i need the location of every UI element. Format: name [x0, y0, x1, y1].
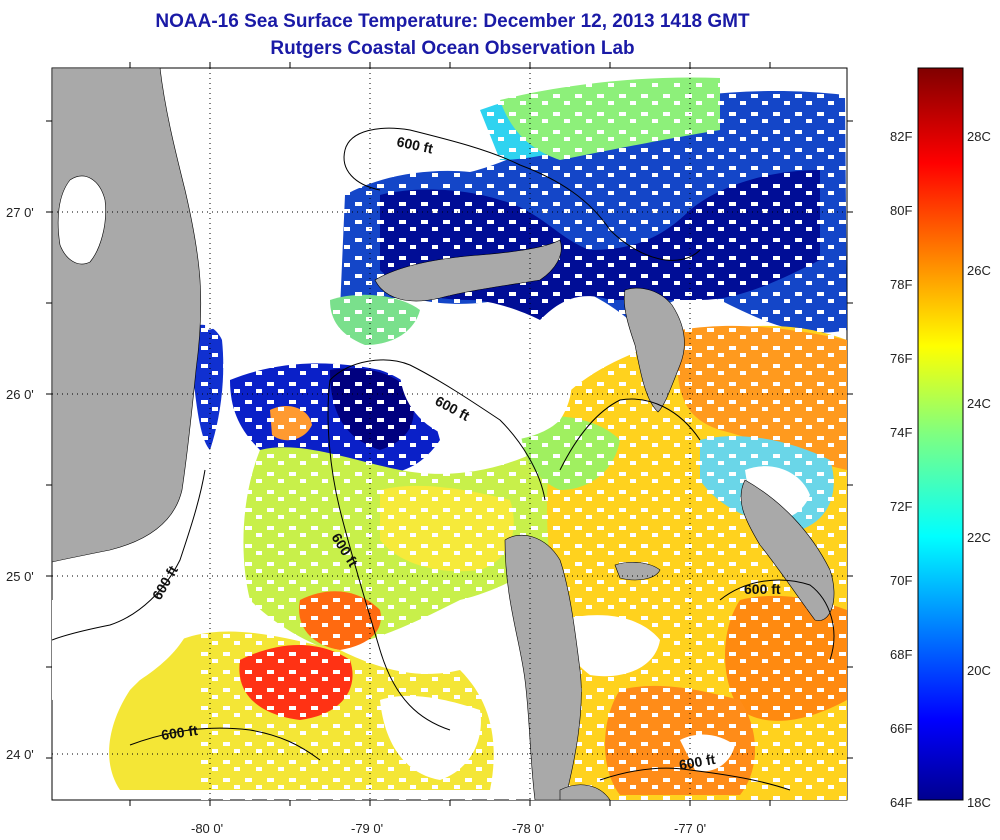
no-data-region: [400, 314, 572, 442]
contour-line: [344, 127, 701, 261]
contour-line: [329, 359, 546, 501]
contour-label: 600 ft: [678, 751, 717, 773]
axis-ticks: [46, 62, 853, 806]
contour-line: [599, 767, 791, 791]
grand-bahama-island: [374, 239, 562, 302]
bathymetry-contours: [52, 127, 835, 791]
colorbar-f-label: 68F: [890, 647, 912, 662]
contour-line: [52, 469, 206, 641]
colorbar-c-label: 20C: [967, 663, 991, 678]
abaco-island: [623, 287, 685, 413]
lake-okeechobee: [57, 175, 106, 265]
no-data-region: [205, 70, 345, 330]
land-masses: [52, 68, 835, 800]
map-subtitle: Rutgers Coastal Ocean Observation Lab: [270, 38, 635, 59]
longitude-label: -78 0': [512, 821, 544, 836]
contour-line: [129, 727, 321, 761]
no-data-region: [560, 615, 660, 677]
no-data-region: [52, 600, 200, 700]
longitude-label: -77 0': [674, 821, 706, 836]
graticule: [52, 68, 847, 800]
colorbar-f-label: 74F: [890, 425, 912, 440]
contour-line: [719, 579, 835, 661]
latitude-label: 26 0': [6, 387, 34, 402]
contour-label: 600 ft: [160, 722, 199, 743]
contour-line: [327, 379, 451, 731]
colorbar-c-label: 24C: [967, 396, 991, 411]
contour-label: 600 ft: [395, 133, 434, 156]
colorbar-f-label: 82F: [890, 129, 912, 144]
colorbar-f-label: 70F: [890, 573, 912, 588]
colorbar-f-label: 80F: [890, 203, 912, 218]
longitude-label: -80 0': [191, 821, 223, 836]
new-providence-island: [614, 561, 661, 581]
contour-label: 600 ft: [744, 581, 781, 597]
andros-island: [504, 534, 582, 800]
colorbar-f-label: 66F: [890, 721, 912, 736]
colorbar-f-label: 76F: [890, 351, 912, 366]
colorbar-f-label: 78F: [890, 277, 912, 292]
latitude-label: 25 0': [6, 569, 34, 584]
southern-bahamas-land: [559, 784, 611, 800]
colorbar-c-label: 18C: [967, 795, 991, 810]
contour-line: [559, 398, 701, 471]
no-data-region: [380, 695, 481, 780]
map-title: NOAA-16 Sea Surface Temperature: Decembe…: [155, 11, 750, 32]
colorbar: [917, 67, 964, 801]
colorbar-c-label: 28C: [967, 129, 991, 144]
sst-data-field: [52, 70, 847, 800]
colorbar-f-label: 64F: [890, 795, 912, 810]
colorbar-f-label: 72F: [890, 499, 912, 514]
colorbar-c-label: 26C: [967, 263, 991, 278]
no-data-region: [680, 734, 735, 772]
latitude-label: 27 0': [6, 205, 34, 220]
colorbar-c-label: 22C: [967, 530, 991, 545]
latitude-label: 24 0': [6, 747, 34, 762]
longitude-label: -79 0': [351, 821, 383, 836]
contour-line: [343, 149, 381, 191]
